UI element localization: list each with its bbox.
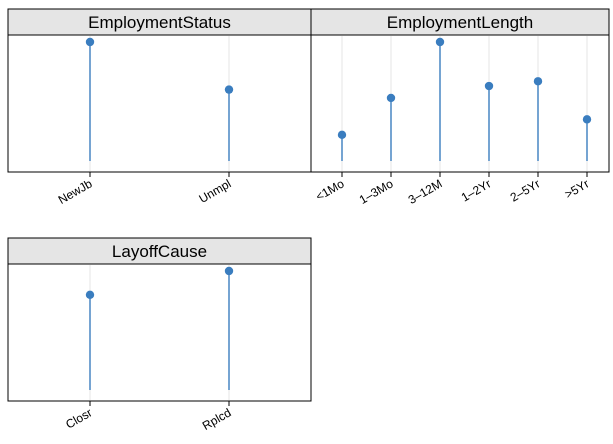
tick-label-unmpl: Unmpl xyxy=(196,176,233,205)
strip-header xyxy=(7,237,312,265)
point-rplcd xyxy=(224,266,234,276)
point-gt-5yr xyxy=(582,115,592,124)
panel-layoff-cause: LayoffCause Closr Rplcd xyxy=(7,237,312,433)
tick-label-lt-1mo: <1Mo xyxy=(313,176,347,203)
plot-area xyxy=(7,263,312,402)
tick-label-1-2yr: 1–2Yr xyxy=(459,176,494,204)
point-newjb xyxy=(85,37,95,47)
point-2-5yr xyxy=(533,77,543,86)
plot-area xyxy=(7,34,312,173)
panel-employment-length: EmploymentLength <1Mo 1–3Mo 3–12M 1–2Yr 2–5Yr… xyxy=(310,8,610,207)
tick-label-3-12m: 3–12M xyxy=(406,176,445,206)
tick-label-2-5yr: 2–5Yr xyxy=(508,176,543,204)
tick-label-closr: Closr xyxy=(63,405,94,431)
point-1-2yr xyxy=(484,81,494,91)
tick-label-gt-5yr: >5Yr xyxy=(562,176,591,201)
point-closr xyxy=(85,290,95,299)
strip-title: EmploymentLength xyxy=(387,13,533,32)
plot-area xyxy=(310,34,610,173)
point-3-12m xyxy=(435,37,445,47)
tick-label-1-3mo: 1–3Mo xyxy=(357,176,396,207)
tick-label-rplcd: Rplcd xyxy=(200,405,234,432)
point-lt-1mo xyxy=(337,130,347,140)
strip-header xyxy=(310,8,610,36)
point-unmpl xyxy=(224,85,234,94)
strip-title: EmploymentStatus xyxy=(88,13,231,32)
tick-label-newjb: NewJb xyxy=(56,176,95,207)
strip-header xyxy=(7,8,312,36)
panel-employment-status: EmploymentStatus NewJb Unmpl xyxy=(7,8,312,207)
strip-title: LayoffCause xyxy=(112,242,207,261)
point-1-3mo xyxy=(386,93,396,103)
